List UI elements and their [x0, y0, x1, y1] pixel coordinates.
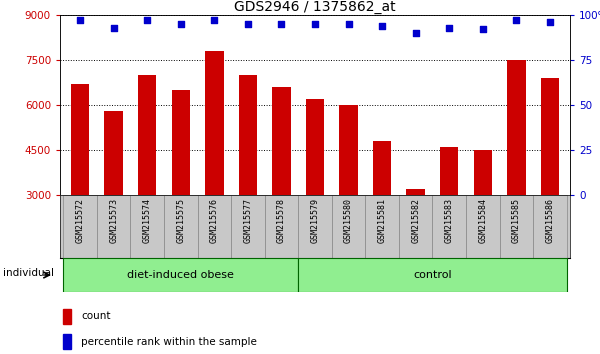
Bar	[298, 195, 332, 258]
Point	[76, 18, 85, 23]
Text: diet-induced obese: diet-induced obese	[127, 270, 234, 280]
Bar	[332, 195, 365, 258]
Bar	[63, 335, 71, 349]
Text: GSM215578: GSM215578	[277, 198, 286, 243]
Bar	[440, 147, 458, 195]
Bar	[104, 111, 123, 195]
Text: GSM215574: GSM215574	[143, 198, 152, 243]
Point	[411, 30, 421, 36]
Bar	[433, 195, 466, 258]
Bar	[265, 195, 298, 258]
Text: GSM215575: GSM215575	[176, 198, 185, 243]
Bar	[138, 75, 157, 195]
Point	[344, 21, 353, 27]
Text: GSM215584: GSM215584	[478, 198, 487, 243]
Bar	[197, 195, 231, 258]
Point	[277, 21, 286, 27]
Text: GSM215585: GSM215585	[512, 198, 521, 243]
Bar	[340, 105, 358, 195]
Point	[478, 27, 488, 32]
Bar	[64, 195, 97, 258]
Bar	[399, 195, 433, 258]
Bar	[466, 195, 500, 258]
Point	[142, 18, 152, 23]
Text: control: control	[413, 270, 452, 280]
Point	[310, 21, 320, 27]
Text: GSM215580: GSM215580	[344, 198, 353, 243]
Bar	[231, 195, 265, 258]
Point	[512, 18, 521, 23]
Point	[545, 19, 554, 25]
Bar	[64, 258, 298, 292]
Bar	[541, 78, 559, 195]
Text: count: count	[82, 311, 111, 321]
Text: GSM215576: GSM215576	[210, 198, 219, 243]
Bar	[533, 195, 566, 258]
Point	[377, 23, 387, 29]
Text: percentile rank within the sample: percentile rank within the sample	[82, 337, 257, 347]
Bar	[298, 258, 566, 292]
Bar	[500, 195, 533, 258]
Bar	[272, 87, 290, 195]
Bar	[239, 75, 257, 195]
Point	[243, 21, 253, 27]
Text: GSM215573: GSM215573	[109, 198, 118, 243]
Text: GSM215579: GSM215579	[311, 198, 320, 243]
Bar	[507, 60, 526, 195]
Bar	[373, 141, 391, 195]
Bar	[164, 195, 197, 258]
Bar	[473, 150, 492, 195]
Point	[209, 18, 219, 23]
Bar	[97, 195, 130, 258]
Bar	[205, 51, 224, 195]
Text: GSM215583: GSM215583	[445, 198, 454, 243]
Text: GSM215581: GSM215581	[377, 198, 386, 243]
Bar	[172, 90, 190, 195]
Text: individual: individual	[3, 268, 54, 278]
Bar	[63, 309, 71, 324]
Text: GSM215577: GSM215577	[244, 198, 253, 243]
Point	[109, 25, 118, 30]
Text: GSM215586: GSM215586	[545, 198, 554, 243]
Bar	[130, 195, 164, 258]
Title: GDS2946 / 1375862_at: GDS2946 / 1375862_at	[234, 0, 396, 14]
Point	[176, 21, 185, 27]
Point	[445, 25, 454, 30]
Text: GSM215572: GSM215572	[76, 198, 85, 243]
Bar	[406, 189, 425, 195]
Bar	[71, 84, 89, 195]
Bar	[365, 195, 399, 258]
Bar	[306, 99, 324, 195]
Text: GSM215582: GSM215582	[411, 198, 420, 243]
